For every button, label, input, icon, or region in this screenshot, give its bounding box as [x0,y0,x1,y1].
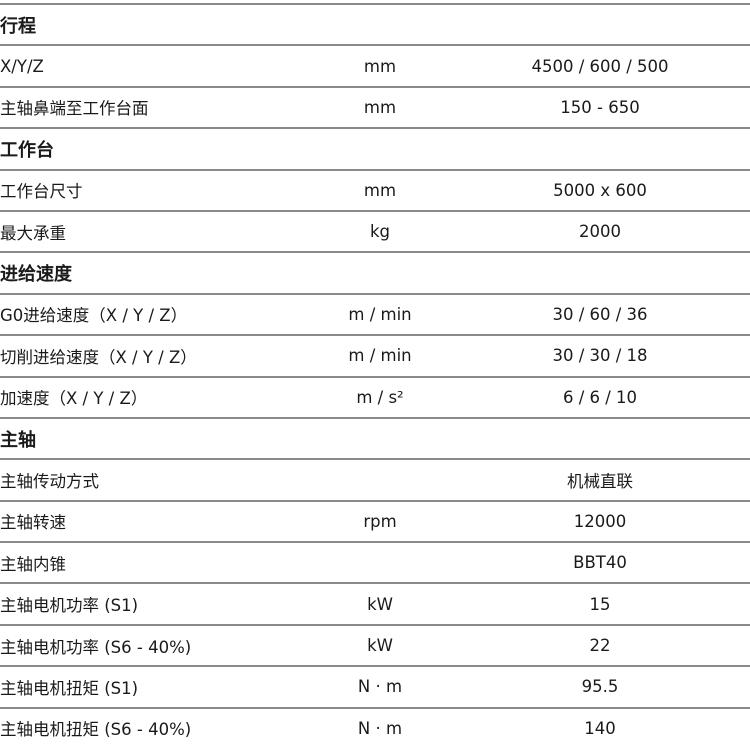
spec-label: G0进给速度（X / Y / Z） [0,306,188,326]
spec-value: 5000 x 600 [553,180,647,200]
spec-unit: kW [367,636,393,656]
spec-row: X/Y/Z mm 4500 / 600 / 500 [0,46,750,88]
spec-unit: m / s² [356,387,404,407]
spec-unit: m / min [348,346,412,366]
spec-value: 95.5 [581,677,619,697]
spec-label: 主轴内锥 [0,554,66,574]
spec-label: X/Y/Z [0,56,44,76]
spec-value: BBT40 [573,553,627,573]
spec-label: 切削进给速度（X / Y / Z） [0,347,197,367]
spec-unit: kW [367,594,393,614]
spec-value: 30 / 30 / 18 [552,346,648,366]
spec-row: 主轴传动方式 机械直联 [0,460,750,502]
spec-label: 主轴电机扭矩 (S1) [0,678,139,698]
spec-label: 主轴电机功率 (S1) [0,596,139,616]
spec-value: 150 - 650 [560,97,640,117]
spec-unit [280,460,480,499]
spec-unit: rpm [363,511,397,531]
spec-unit: mm [363,180,397,200]
spec-row: G0进给速度（X / Y / Z） m / min 30 / 60 / 36 [0,295,750,337]
spec-value: 2000 [579,222,621,242]
spec-unit: m / min [348,304,412,324]
spec-row: 主轴电机扭矩 (S1) N · m 95.5 [0,667,750,709]
section-header: 进给速度 [0,253,750,295]
section-title: 工作台 [0,139,54,161]
spec-value: 140 [584,718,616,738]
spec-row: 切削进给速度（X / Y / Z） m / min 30 / 30 / 18 [0,336,750,378]
spec-row: 主轴鼻端至工作台面 mm 150 - 650 [0,88,750,130]
spec-value: 机械直联 [567,471,633,491]
spec-label: 主轴电机功率 (S6 - 40%) [0,637,192,657]
section-title: 进给速度 [0,264,72,286]
spec-row: 主轴内锥 BBT40 [0,543,750,585]
spec-row: 工作台尺寸 mm 5000 x 600 [0,171,750,212]
spec-unit: kg [369,222,391,242]
spec-value: 22 [589,636,611,656]
spec-unit: mm [363,97,397,117]
spec-row: 主轴电机功率 (S1) kW 15 [0,584,750,626]
spec-value: 30 / 60 / 36 [552,304,648,324]
spec-value: 15 [589,594,611,614]
section-title: 主轴 [0,429,36,451]
spec-label: 工作台尺寸 [0,182,83,202]
spec-table: 行程 X/Y/Z mm 4500 / 600 / 500 主轴鼻端至工作台面 mm 150 … [0,3,750,748]
spec-label: 主轴传动方式 [0,471,99,491]
spec-value: 6 / 6 / 10 [562,387,638,407]
spec-unit: N · m [357,718,403,738]
section-title: 行程 [0,15,36,37]
spec-label: 最大承重 [0,223,66,243]
spec-unit: N · m [357,677,403,697]
spec-label: 加速度（X / Y / Z） [0,389,148,409]
spec-row: 加速度（X / Y / Z） m / s² 6 / 6 / 10 [0,378,750,419]
spec-row: 主轴电机扭矩 (S6 - 40%) N · m 140 [0,709,750,748]
spec-row: 主轴电机功率 (S6 - 40%) kW 22 [0,626,750,668]
section-header: 行程 [0,5,750,47]
section-header: 工作台 [0,129,750,171]
section-header: 主轴 [0,419,750,461]
spec-value: 4500 / 600 / 500 [531,56,669,76]
spec-unit: mm [363,56,397,76]
spec-value: 12000 [573,511,627,531]
spec-label: 主轴鼻端至工作台面 [0,99,149,119]
spec-label: 主轴电机扭矩 (S6 - 40%) [0,720,192,740]
spec-row: 最大承重 kg 2000 [0,212,750,254]
spec-unit [280,543,480,582]
spec-label: 主轴转速 [0,513,66,533]
spec-row: 主轴转速 rpm 12000 [0,502,750,544]
